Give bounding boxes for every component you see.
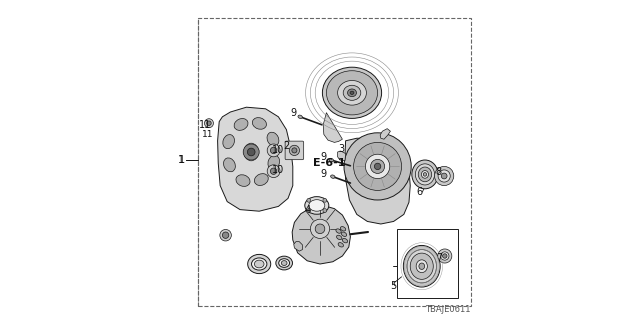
Ellipse shape bbox=[236, 175, 250, 186]
Ellipse shape bbox=[326, 71, 378, 115]
FancyBboxPatch shape bbox=[285, 141, 303, 160]
Text: 10: 10 bbox=[271, 145, 284, 155]
Circle shape bbox=[292, 148, 297, 153]
Ellipse shape bbox=[309, 200, 325, 211]
Text: 8: 8 bbox=[435, 167, 442, 177]
Polygon shape bbox=[218, 107, 292, 211]
Ellipse shape bbox=[282, 260, 287, 266]
Ellipse shape bbox=[412, 160, 438, 189]
Text: TBAJE0611: TBAJE0611 bbox=[425, 305, 470, 314]
Ellipse shape bbox=[223, 158, 236, 172]
Ellipse shape bbox=[252, 118, 266, 129]
Polygon shape bbox=[292, 205, 351, 264]
Circle shape bbox=[271, 168, 277, 174]
Circle shape bbox=[289, 145, 300, 156]
Ellipse shape bbox=[424, 173, 427, 176]
Circle shape bbox=[307, 198, 311, 202]
Text: 3: 3 bbox=[339, 144, 344, 154]
Ellipse shape bbox=[415, 164, 435, 185]
Ellipse shape bbox=[341, 232, 347, 236]
Polygon shape bbox=[294, 242, 302, 251]
Ellipse shape bbox=[252, 258, 267, 270]
Text: 7: 7 bbox=[436, 252, 442, 263]
Circle shape bbox=[438, 249, 452, 263]
Ellipse shape bbox=[403, 245, 440, 287]
Text: 11: 11 bbox=[202, 130, 213, 139]
Ellipse shape bbox=[350, 91, 354, 94]
Ellipse shape bbox=[223, 135, 234, 148]
Ellipse shape bbox=[268, 156, 280, 169]
Ellipse shape bbox=[419, 263, 425, 269]
Text: 1: 1 bbox=[178, 155, 184, 165]
Circle shape bbox=[220, 229, 232, 241]
Ellipse shape bbox=[419, 167, 432, 182]
Text: 6: 6 bbox=[417, 187, 423, 197]
Circle shape bbox=[354, 142, 402, 190]
Circle shape bbox=[442, 173, 447, 179]
Ellipse shape bbox=[410, 253, 433, 279]
Text: 2: 2 bbox=[284, 140, 289, 151]
Text: 11: 11 bbox=[198, 120, 211, 130]
Ellipse shape bbox=[298, 115, 302, 118]
Ellipse shape bbox=[267, 132, 279, 146]
Ellipse shape bbox=[337, 235, 342, 240]
Text: 1: 1 bbox=[179, 155, 185, 165]
Circle shape bbox=[310, 219, 330, 238]
Ellipse shape bbox=[323, 67, 381, 118]
Bar bbox=[397, 229, 458, 298]
Ellipse shape bbox=[329, 158, 333, 162]
Ellipse shape bbox=[331, 175, 335, 178]
Bar bbox=[198, 18, 471, 306]
Polygon shape bbox=[345, 138, 410, 224]
Polygon shape bbox=[338, 151, 346, 161]
Circle shape bbox=[323, 198, 327, 202]
Ellipse shape bbox=[248, 254, 271, 274]
Circle shape bbox=[223, 232, 229, 238]
Circle shape bbox=[371, 159, 385, 173]
Ellipse shape bbox=[348, 89, 356, 97]
Ellipse shape bbox=[338, 243, 344, 247]
Ellipse shape bbox=[234, 118, 248, 130]
Polygon shape bbox=[380, 129, 390, 139]
Circle shape bbox=[307, 209, 311, 212]
Text: 4: 4 bbox=[305, 204, 311, 215]
Text: 9: 9 bbox=[321, 152, 327, 162]
Circle shape bbox=[438, 170, 451, 182]
Circle shape bbox=[374, 163, 381, 170]
Text: 5: 5 bbox=[390, 281, 397, 292]
Ellipse shape bbox=[422, 171, 429, 178]
Circle shape bbox=[443, 254, 447, 258]
Ellipse shape bbox=[338, 81, 367, 105]
Ellipse shape bbox=[340, 227, 346, 231]
Ellipse shape bbox=[343, 85, 361, 100]
Text: 10: 10 bbox=[271, 164, 284, 175]
Circle shape bbox=[315, 224, 325, 234]
Ellipse shape bbox=[254, 260, 264, 268]
Circle shape bbox=[243, 144, 259, 160]
Circle shape bbox=[365, 154, 390, 179]
Circle shape bbox=[205, 119, 214, 128]
Circle shape bbox=[268, 144, 280, 157]
Circle shape bbox=[323, 209, 327, 212]
Polygon shape bbox=[323, 113, 342, 142]
Ellipse shape bbox=[279, 259, 289, 268]
Circle shape bbox=[207, 121, 211, 125]
Text: 9: 9 bbox=[291, 108, 297, 118]
Circle shape bbox=[268, 165, 280, 178]
Circle shape bbox=[435, 166, 454, 186]
Ellipse shape bbox=[342, 238, 348, 243]
Circle shape bbox=[440, 252, 449, 260]
Ellipse shape bbox=[276, 256, 292, 270]
Ellipse shape bbox=[336, 229, 341, 233]
Ellipse shape bbox=[305, 196, 329, 214]
Ellipse shape bbox=[255, 174, 268, 186]
Circle shape bbox=[247, 148, 255, 156]
Circle shape bbox=[271, 147, 277, 154]
Circle shape bbox=[344, 133, 412, 200]
Text: E-6-1: E-6-1 bbox=[314, 158, 346, 168]
Ellipse shape bbox=[407, 250, 436, 283]
Text: 9: 9 bbox=[321, 169, 327, 180]
Ellipse shape bbox=[416, 260, 428, 273]
